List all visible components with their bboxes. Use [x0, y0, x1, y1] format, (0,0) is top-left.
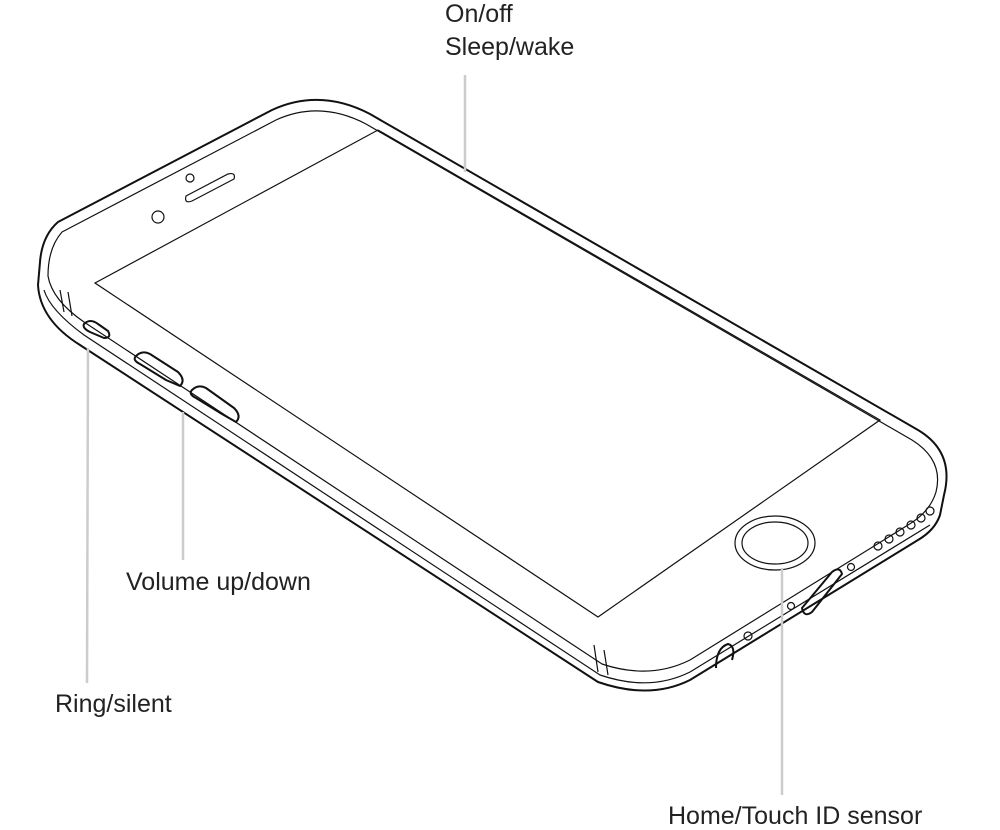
home-button: [734, 515, 816, 571]
sensor: [185, 173, 195, 183]
screw: [846, 562, 856, 572]
microphone: [743, 631, 753, 641]
volume-up: [133, 351, 184, 387]
speaker-grille: [873, 506, 935, 551]
phone-illustration: [37, 98, 948, 692]
ring-switch: [82, 320, 111, 339]
callout-label: Home/Touch ID sensor: [668, 802, 922, 830]
antenna-line: [59, 289, 65, 313]
phone-body: [37, 98, 948, 692]
callout-label: On/off: [445, 0, 513, 28]
earpiece: [185, 172, 235, 203]
leader-line: [85, 347, 90, 684]
front-camera: [151, 210, 165, 224]
screen: [93, 129, 882, 618]
antenna-line: [603, 649, 609, 676]
lightning-port: [801, 568, 843, 616]
volume-down: [189, 385, 240, 423]
callout-label: Volume up/down: [126, 568, 311, 596]
phone-band: [43, 289, 931, 684]
callout-label: Ring/silent: [55, 690, 172, 718]
screw: [786, 601, 796, 611]
antenna-line: [67, 291, 73, 317]
home-button-ring: [741, 521, 809, 565]
antenna-line: [593, 644, 599, 673]
phone-top-edge: [47, 110, 939, 672]
headphone-jack: [715, 643, 735, 669]
callout-label: Sleep/wake: [445, 33, 574, 61]
